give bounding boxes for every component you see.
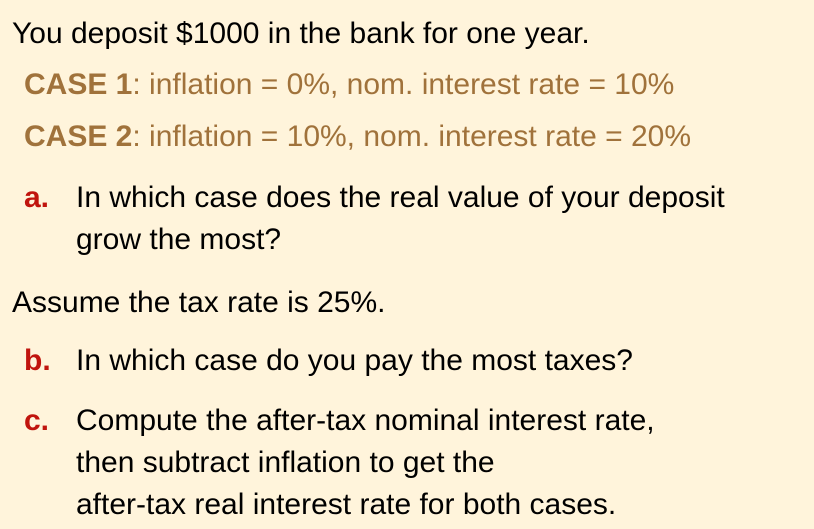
question-c-line-3: after-tax real interest rate for both ca… [76, 488, 617, 521]
question-c-letter: c. [24, 404, 50, 437]
question-b-letter: b. [24, 344, 51, 377]
question-a-letter: a. [24, 181, 50, 214]
question-c-text: Compute the after-tax nominal interest r… [76, 400, 655, 526]
case-1-detail: : inflation = 0%, nom. interest rate = 1… [132, 68, 675, 101]
question-a-text: In which case does the real value of you… [76, 177, 725, 261]
case-2-detail: : inflation = 10%, nom. interest rate = … [132, 120, 692, 153]
case-1-label: CASE 1 [24, 68, 133, 101]
question-b-text: In which case do you pay the most taxes? [76, 340, 633, 382]
question-a-line-1: In which case does the real value of you… [76, 181, 725, 214]
question-b-line-1: In which case do you pay the most taxes? [76, 344, 633, 377]
intro-text: You deposit $1000 in the bank for one ye… [12, 17, 590, 50]
question-c-line-2: then subtract inflation to get the [76, 446, 495, 479]
case-2-label: CASE 2 [24, 120, 133, 153]
question-a-line-2: grow the most? [76, 223, 282, 256]
case-1-line: CASE 1: inflation = 0%, nom. interest ra… [24, 67, 674, 103]
case-2-line: CASE 2: inflation = 10%, nom. interest r… [24, 119, 691, 155]
question-c-line-1: Compute the after-tax nominal interest r… [76, 404, 655, 437]
tax-assumption: Assume the tax rate is 25%. [12, 286, 386, 319]
